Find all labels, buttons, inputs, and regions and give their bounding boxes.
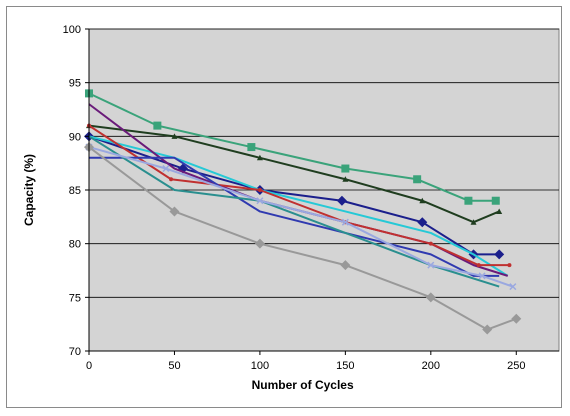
y-tick-label: 70: [69, 346, 81, 358]
data-point: [413, 175, 422, 184]
data-point: [425, 292, 436, 303]
data-point: [153, 121, 162, 130]
data-point: [470, 219, 477, 225]
data-point: [494, 249, 505, 260]
series-10: [84, 142, 522, 335]
axes: 70 75 80 85 90 95 100 0 50 100 150 200 250: [63, 24, 559, 372]
series-1: [85, 89, 500, 205]
data-point: [428, 241, 433, 246]
x-tick-label: 0: [86, 360, 92, 372]
y-axis-title: Capacity (%): [22, 154, 36, 226]
series-8: [88, 135, 500, 288]
data-point: [491, 196, 500, 205]
series-8-line: [88, 135, 500, 288]
data-point: [336, 195, 347, 206]
data-point: [496, 208, 503, 214]
data-point: [256, 197, 264, 205]
y-tick-label: 95: [69, 78, 81, 90]
data-point: [162, 165, 170, 173]
y-tick-label: 85: [69, 185, 81, 197]
capacity-vs-cycles-chart: 70 75 80 85 90 95 100 0 50 100 150 200 250 Capacity …: [22, 24, 560, 392]
data-point: [417, 217, 428, 228]
data-point: [509, 283, 517, 291]
y-tick-label: 80: [69, 239, 81, 251]
data-point: [169, 206, 180, 217]
x-tick-label: 100: [251, 360, 269, 372]
x-tick-label: 50: [168, 360, 180, 372]
data-point: [464, 196, 473, 205]
x-axis-title: Number of Cycles: [252, 378, 354, 392]
y-tick-label: 90: [69, 131, 81, 143]
y-tick-label: 100: [63, 24, 81, 36]
data-point: [342, 176, 349, 182]
x-tick-label: 200: [422, 360, 440, 372]
x-tick-label: 250: [507, 360, 525, 372]
data-point: [507, 263, 512, 268]
data-point: [257, 188, 262, 192]
data-point: [341, 164, 350, 173]
data-point: [476, 263, 481, 268]
data-point: [427, 261, 435, 269]
data-point: [478, 272, 486, 280]
y-tick-label: 75: [69, 292, 81, 304]
data-point: [254, 238, 265, 249]
x-tick-label: 150: [336, 360, 354, 372]
data-point: [341, 218, 349, 226]
data-point: [247, 143, 256, 152]
data-point: [171, 133, 178, 139]
data-point: [482, 324, 493, 335]
series-9: [85, 143, 517, 291]
gridlines: [89, 28, 559, 298]
data-point: [256, 154, 263, 161]
data-point: [419, 197, 426, 204]
data-point: [169, 177, 174, 182]
chart-frame: 70 75 80 85 90 95 100 0 50 100 150 200 250 Capacity …: [6, 6, 562, 408]
data-point: [340, 260, 351, 271]
